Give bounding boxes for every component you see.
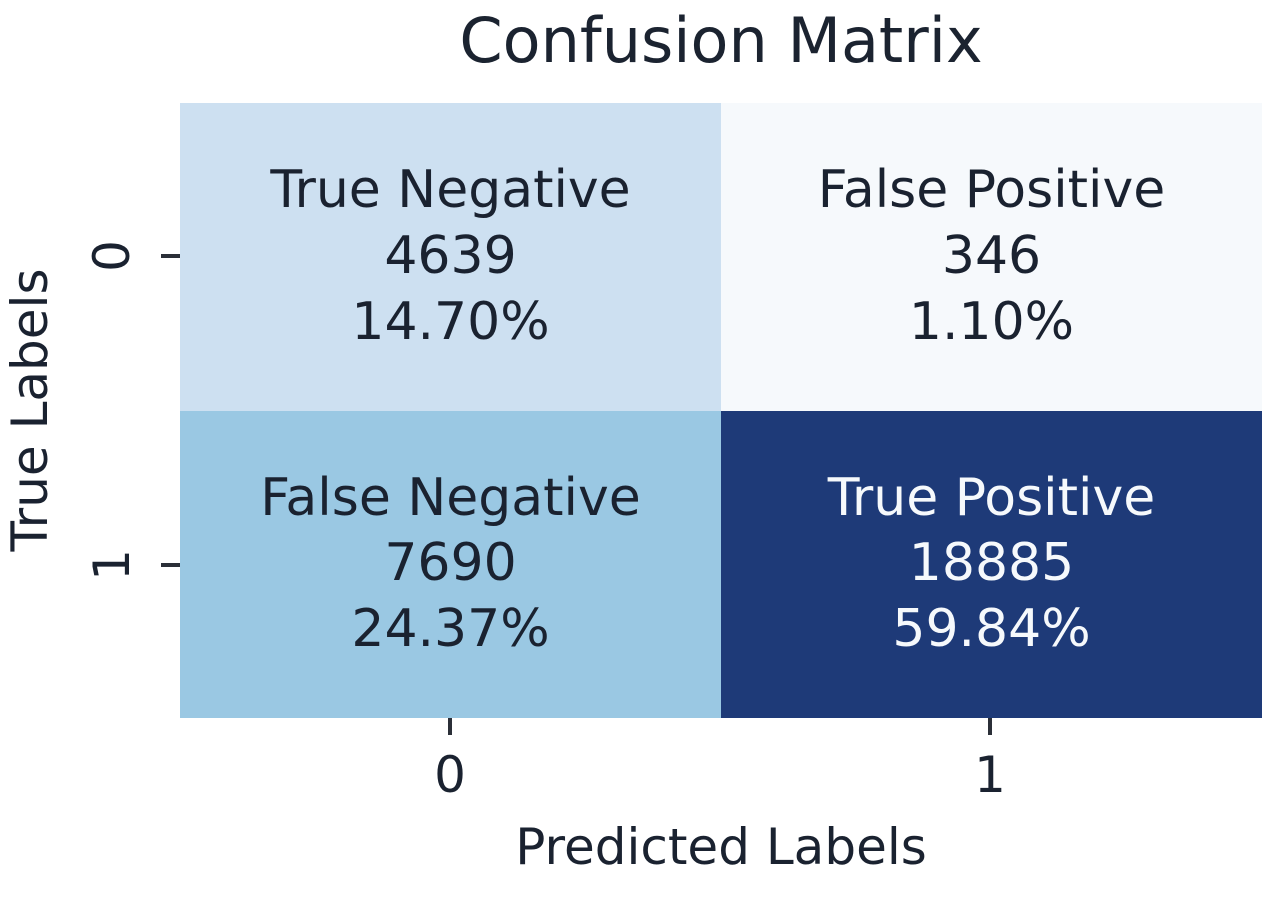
cell-count: 18885 (908, 533, 1075, 594)
cell-percent: 59.84% (892, 599, 1091, 659)
cell-count: 346 (941, 225, 1042, 286)
cell-percent: 14.70% (351, 291, 550, 352)
y-tick-label-1: 1 (83, 549, 141, 581)
y-axis-label: True Labels (1, 268, 59, 552)
x-tick-label-0: 0 (434, 746, 466, 804)
chart-title: Confusion Matrix (459, 4, 983, 77)
x-tick-label-1: 1 (974, 746, 1006, 804)
y-tick-mark-0 (161, 254, 180, 258)
cell-true-negative: True Negative 4639 14.70% (180, 103, 721, 411)
x-tick-mark-0 (448, 718, 452, 735)
cell-label: False Positive (817, 160, 1166, 221)
cell-count: 4639 (384, 225, 517, 286)
cell-label: False Negative (260, 467, 641, 528)
cell-false-negative: False Negative 7690 24.37% (180, 410, 721, 718)
cell-false-positive: False Positive 346 1.10% (721, 103, 1262, 411)
y-tick-label-0: 0 (83, 240, 141, 272)
x-axis-label: Predicted Labels (515, 818, 927, 876)
cell-percent: 24.37% (351, 599, 550, 659)
heatmap-grid: True Negative 4639 14.70% False Positive… (180, 103, 1262, 718)
cell-label: True Positive (827, 467, 1156, 528)
cell-label: True Negative (270, 160, 631, 221)
y-tick-mark-1 (161, 563, 180, 567)
x-tick-mark-1 (988, 718, 992, 735)
cell-percent: 1.10% (908, 291, 1075, 352)
cell-true-positive: True Positive 18885 59.84% (721, 410, 1262, 718)
cell-count: 7690 (384, 533, 517, 594)
